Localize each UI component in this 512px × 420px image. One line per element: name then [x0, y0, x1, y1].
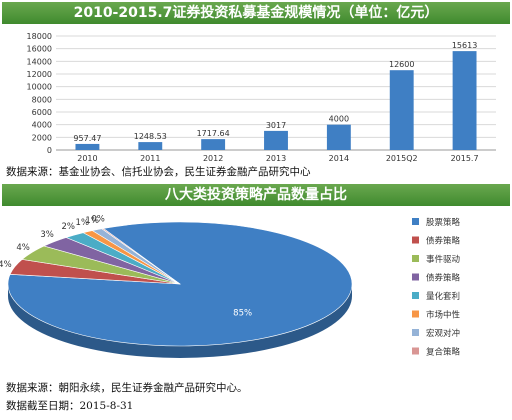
pie-value-label: 0% — [91, 215, 105, 225]
bar-value-label: 1717.64 — [197, 129, 230, 138]
pie-side-wall — [8, 284, 352, 358]
y-tick-label: 6000 — [32, 108, 52, 117]
legend-swatch — [412, 347, 419, 355]
pie-chart-title: 八大类投资策略产品数量占比 — [2, 184, 510, 206]
legend-swatch — [412, 236, 419, 244]
pie-slice — [101, 228, 181, 285]
pie-value-label: 1% — [85, 216, 99, 226]
bar — [326, 124, 351, 150]
bar-value-label: 1248.53 — [134, 132, 167, 141]
bar — [389, 70, 414, 150]
bar-value-label: 957.47 — [73, 134, 101, 143]
bar — [264, 130, 288, 150]
legend-label: 量化套利 — [426, 291, 460, 302]
bar — [138, 142, 163, 150]
bar-chart: 0 2000 4000 6000 8000 10000 12000 14000 16000 180… — [27, 32, 496, 163]
x-tick-label: 2010 — [77, 154, 97, 163]
legend-swatch — [412, 329, 419, 336]
x-tick-label: 2013 — [266, 154, 286, 163]
x-tick-label: 2011 — [140, 154, 160, 163]
x-tick-label: 2012 — [203, 154, 223, 163]
pie-value-label: 3% — [40, 230, 54, 240]
y-tick-label: 12000 — [27, 70, 52, 79]
legend-label: 股票策略 — [426, 217, 461, 228]
legend-label: 债券策略 — [426, 273, 461, 284]
pie-value-label: 85% — [233, 309, 252, 319]
bar — [201, 139, 226, 150]
bar-value-label: 4000 — [329, 115, 349, 124]
bar-value-label: 3017 — [266, 121, 286, 130]
x-tick-label: 2015.7 — [451, 154, 479, 163]
y-tick-label: 14000 — [27, 57, 52, 66]
bar — [75, 143, 100, 150]
pie-chart: 85%4%4%3%2% 1%1%0% 股票策略债券策略事件驱动债券策略量化套利市场中… — [0, 215, 461, 358]
y-tick-label: 18000 — [27, 32, 52, 41]
pie-chart-source: 数据来源：朝阳永续，民生证券金融产品研究中心。 — [6, 382, 248, 394]
legend-label: 市场中性 — [426, 310, 461, 321]
legend-swatch — [412, 218, 419, 225]
bar-chart-source: 数据来源：基金业协会、信托业协会，民生证券金融产品研究中心 — [6, 166, 311, 178]
legend-label: 事件驱动 — [426, 254, 461, 265]
legend-swatch — [412, 292, 419, 299]
y-tick-label: 2000 — [32, 133, 52, 142]
pie-value-label: 1% — [76, 218, 90, 228]
bar-value-label: 12600 — [389, 60, 414, 69]
pie-chart-date: 数据截至日期：2015-8-31 — [6, 400, 134, 412]
y-tick-label: 10000 — [27, 83, 52, 92]
y-tick-label: 4000 — [32, 121, 52, 130]
x-tick-label: 2015Q2 — [386, 154, 418, 163]
y-tick-label: 16000 — [27, 45, 52, 54]
bar-chart-title: 2010-2015.7证券投资私募基金规模情况（单位：亿元） — [2, 2, 510, 24]
pie-value-label: 2% — [62, 222, 76, 232]
legend-swatch — [412, 310, 419, 318]
legend-label: 债券策略 — [426, 236, 461, 247]
x-tick-label: 2014 — [329, 154, 349, 163]
bar — [452, 51, 477, 150]
legend-label: 宏观对冲 — [426, 328, 460, 339]
y-tick-label: 8000 — [32, 95, 52, 104]
legend-label: 复合策略 — [426, 347, 461, 358]
bar-value-label: 15613 — [452, 41, 477, 50]
pie-value-label: 4% — [0, 260, 12, 270]
y-tick-label: 0 — [47, 146, 52, 155]
legend-swatch — [412, 273, 419, 281]
legend-swatch — [412, 255, 419, 262]
pie-value-label: 4% — [16, 243, 30, 253]
